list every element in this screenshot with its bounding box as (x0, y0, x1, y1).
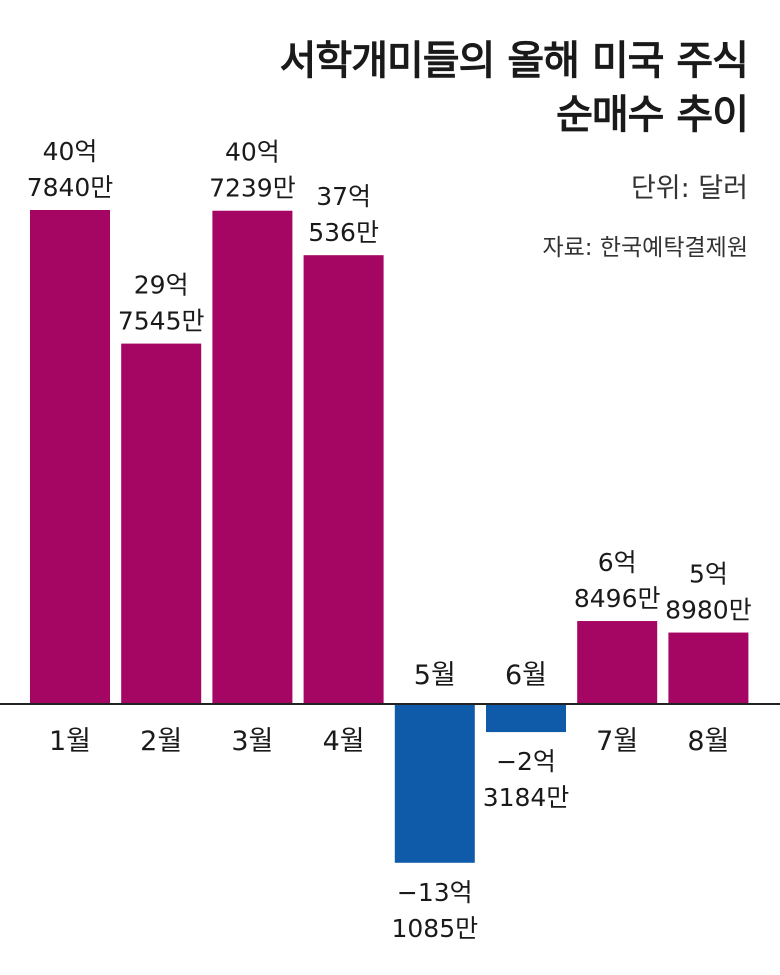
data-label-1-line-1: 40억 (43, 137, 98, 166)
x-tick-label-1: 1월 (49, 726, 91, 757)
data-label-1-line-2: 7840만 (27, 173, 114, 202)
bar-5 (394, 704, 475, 863)
x-tick-label-3: 3월 (231, 726, 273, 757)
data-label-4-line-1: 37억 (316, 182, 371, 211)
bar-3 (212, 210, 293, 704)
data-label-2-line-2: 7545만 (118, 307, 205, 336)
x-tick-label-7: 7월 (596, 726, 638, 757)
x-tick-label-5: 5월 (414, 660, 456, 691)
x-tick-label-2: 2월 (140, 726, 182, 757)
data-label-5-line-2: 1085만 (391, 914, 478, 943)
data-label-3-line-1: 40억 (225, 138, 280, 167)
data-label-8-line-2: 8980만 (665, 596, 752, 625)
bar-4 (303, 255, 384, 704)
data-label-5-line-1: −13억 (397, 878, 473, 907)
bar-6 (486, 704, 566, 733)
data-label-7-line-2: 8496만 (574, 584, 661, 613)
chart-title-line-1: 서학개미들의 올해 미국 주식 (279, 38, 749, 84)
data-label-3-line-2: 7239만 (209, 174, 296, 203)
bar-1 (30, 210, 110, 704)
x-tick-label-6: 6월 (505, 660, 547, 691)
data-label-7-line-1: 6억 (598, 548, 637, 577)
x-tick-label-4: 4월 (323, 726, 365, 757)
data-label-2-line-1: 29억 (134, 271, 189, 300)
chart-title: 서학개미들의 올해 미국 주식 순매수 추이 (279, 34, 749, 142)
source-note: 자료: 한국예탁결제원 (542, 235, 748, 261)
unit-note: 단위: 달러 (630, 173, 748, 204)
bar-2 (121, 343, 202, 704)
data-label-6-line-2: 3184만 (483, 783, 570, 812)
chart-title-line-2: 순매수 추이 (556, 92, 749, 138)
data-label-4-line-2: 536만 (308, 218, 379, 247)
x-tick-label-8: 8월 (687, 726, 729, 757)
data-label-6-line-1: −2억 (496, 747, 556, 776)
bar-7 (577, 621, 658, 704)
bar-8 (668, 632, 749, 704)
data-label-8-line-1: 5억 (689, 560, 728, 589)
